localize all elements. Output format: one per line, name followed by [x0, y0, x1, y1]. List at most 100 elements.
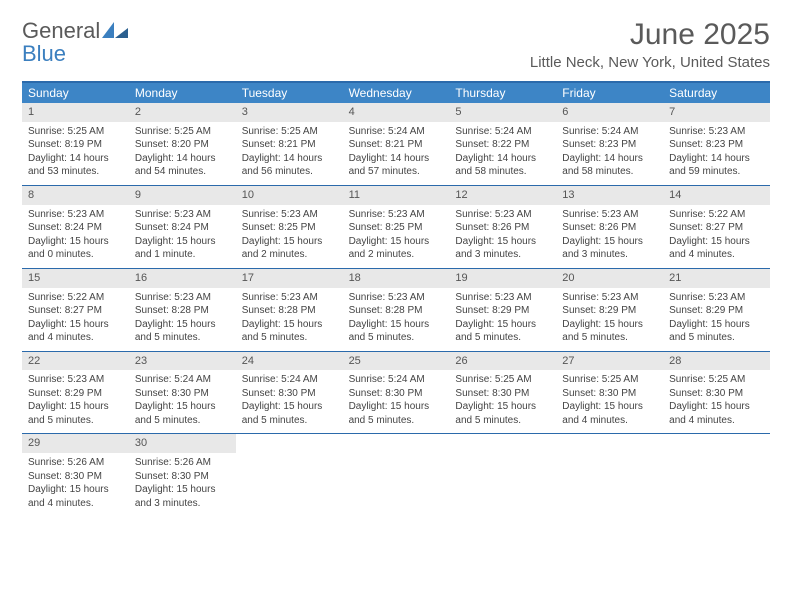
day-body: Sunrise: 5:22 AMSunset: 8:27 PMDaylight:… [663, 205, 770, 268]
daylight-line: Daylight: 15 hours and 2 minutes. [242, 235, 337, 262]
day-body: Sunrise: 5:23 AMSunset: 8:29 PMDaylight:… [22, 370, 129, 433]
location-subtitle: Little Neck, New York, United States [530, 54, 770, 71]
daylight-line: Daylight: 15 hours and 5 minutes. [28, 400, 123, 427]
sunrise-line: Sunrise: 5:25 AM [135, 125, 230, 139]
weekday-header: Monday [129, 83, 236, 103]
day-number: 2 [129, 103, 236, 122]
day-number: 9 [129, 186, 236, 205]
weekday-header: Wednesday [343, 83, 450, 103]
day-cell: 5Sunrise: 5:24 AMSunset: 8:22 PMDaylight… [449, 103, 556, 185]
sunrise-line: Sunrise: 5:23 AM [28, 373, 123, 387]
day-number: 1 [22, 103, 129, 122]
weekday-header: Sunday [22, 83, 129, 103]
day-cell: 29Sunrise: 5:26 AMSunset: 8:30 PMDayligh… [22, 434, 129, 516]
day-number: 11 [343, 186, 450, 205]
day-cell: 22Sunrise: 5:23 AMSunset: 8:29 PMDayligh… [22, 352, 129, 434]
sunrise-line: Sunrise: 5:24 AM [455, 125, 550, 139]
sunrise-line: Sunrise: 5:25 AM [562, 373, 657, 387]
day-number: 5 [449, 103, 556, 122]
day-body: Sunrise: 5:23 AMSunset: 8:26 PMDaylight:… [556, 205, 663, 268]
week-row: 15Sunrise: 5:22 AMSunset: 8:27 PMDayligh… [22, 269, 770, 352]
week-row: 22Sunrise: 5:23 AMSunset: 8:29 PMDayligh… [22, 352, 770, 435]
daylight-line: Daylight: 15 hours and 5 minutes. [562, 318, 657, 345]
day-body: Sunrise: 5:24 AMSunset: 8:22 PMDaylight:… [449, 122, 556, 185]
logo-word-bottom: Blue [22, 41, 66, 66]
sunset-line: Sunset: 8:21 PM [242, 138, 337, 152]
day-number: 29 [22, 434, 129, 453]
daylight-line: Daylight: 14 hours and 57 minutes. [349, 152, 444, 179]
day-cell: 13Sunrise: 5:23 AMSunset: 8:26 PMDayligh… [556, 186, 663, 268]
daylight-line: Daylight: 15 hours and 4 minutes. [669, 400, 764, 427]
sunset-line: Sunset: 8:23 PM [562, 138, 657, 152]
weekday-header: Thursday [449, 83, 556, 103]
sunset-line: Sunset: 8:26 PM [562, 221, 657, 235]
daylight-line: Daylight: 14 hours and 54 minutes. [135, 152, 230, 179]
sunrise-line: Sunrise: 5:25 AM [28, 125, 123, 139]
daylight-line: Daylight: 14 hours and 53 minutes. [28, 152, 123, 179]
sunset-line: Sunset: 8:30 PM [455, 387, 550, 401]
day-body: Sunrise: 5:24 AMSunset: 8:30 PMDaylight:… [129, 370, 236, 433]
daylight-line: Daylight: 15 hours and 4 minutes. [28, 318, 123, 345]
day-body: Sunrise: 5:23 AMSunset: 8:24 PMDaylight:… [22, 205, 129, 268]
day-cell: 30Sunrise: 5:26 AMSunset: 8:30 PMDayligh… [129, 434, 236, 516]
day-cell: 6Sunrise: 5:24 AMSunset: 8:23 PMDaylight… [556, 103, 663, 185]
day-cell: 2Sunrise: 5:25 AMSunset: 8:20 PMDaylight… [129, 103, 236, 185]
daylight-line: Daylight: 15 hours and 1 minute. [135, 235, 230, 262]
sunset-line: Sunset: 8:24 PM [135, 221, 230, 235]
day-cell: 27Sunrise: 5:25 AMSunset: 8:30 PMDayligh… [556, 352, 663, 434]
day-number: 26 [449, 352, 556, 371]
daylight-line: Daylight: 15 hours and 4 minutes. [562, 400, 657, 427]
day-number: 22 [22, 352, 129, 371]
calendar-grid: SundayMondayTuesdayWednesdayThursdayFrid… [22, 81, 770, 516]
sunrise-line: Sunrise: 5:22 AM [669, 208, 764, 222]
sunrise-line: Sunrise: 5:23 AM [349, 291, 444, 305]
sunset-line: Sunset: 8:28 PM [349, 304, 444, 318]
sunrise-line: Sunrise: 5:25 AM [455, 373, 550, 387]
day-cell: 8Sunrise: 5:23 AMSunset: 8:24 PMDaylight… [22, 186, 129, 268]
sunset-line: Sunset: 8:28 PM [242, 304, 337, 318]
day-body: Sunrise: 5:26 AMSunset: 8:30 PMDaylight:… [129, 453, 236, 516]
daylight-line: Daylight: 15 hours and 2 minutes. [349, 235, 444, 262]
day-cell: 26Sunrise: 5:25 AMSunset: 8:30 PMDayligh… [449, 352, 556, 434]
daylight-line: Daylight: 15 hours and 3 minutes. [135, 483, 230, 510]
sunset-line: Sunset: 8:30 PM [135, 387, 230, 401]
weekday-header: Tuesday [236, 83, 343, 103]
daylight-line: Daylight: 15 hours and 5 minutes. [455, 318, 550, 345]
sunrise-line: Sunrise: 5:24 AM [135, 373, 230, 387]
daylight-line: Daylight: 15 hours and 5 minutes. [242, 400, 337, 427]
day-body: Sunrise: 5:24 AMSunset: 8:30 PMDaylight:… [236, 370, 343, 433]
daylight-line: Daylight: 14 hours and 58 minutes. [562, 152, 657, 179]
day-number: 3 [236, 103, 343, 122]
daylight-line: Daylight: 15 hours and 5 minutes. [349, 400, 444, 427]
day-number: 21 [663, 269, 770, 288]
day-cell: 25Sunrise: 5:24 AMSunset: 8:30 PMDayligh… [343, 352, 450, 434]
day-cell: 28Sunrise: 5:25 AMSunset: 8:30 PMDayligh… [663, 352, 770, 434]
sunrise-line: Sunrise: 5:23 AM [135, 291, 230, 305]
sunset-line: Sunset: 8:29 PM [455, 304, 550, 318]
day-number: 17 [236, 269, 343, 288]
sunset-line: Sunset: 8:30 PM [349, 387, 444, 401]
sunset-line: Sunset: 8:29 PM [562, 304, 657, 318]
day-body: Sunrise: 5:24 AMSunset: 8:23 PMDaylight:… [556, 122, 663, 185]
sunrise-line: Sunrise: 5:23 AM [562, 291, 657, 305]
day-body: Sunrise: 5:25 AMSunset: 8:21 PMDaylight:… [236, 122, 343, 185]
day-cell: 10Sunrise: 5:23 AMSunset: 8:25 PMDayligh… [236, 186, 343, 268]
day-body: Sunrise: 5:23 AMSunset: 8:28 PMDaylight:… [129, 288, 236, 351]
day-cell: .. [236, 434, 343, 516]
daylight-line: Daylight: 14 hours and 59 minutes. [669, 152, 764, 179]
day-number: 6 [556, 103, 663, 122]
day-number: 30 [129, 434, 236, 453]
sunrise-line: Sunrise: 5:26 AM [135, 456, 230, 470]
day-body: Sunrise: 5:25 AMSunset: 8:19 PMDaylight:… [22, 122, 129, 185]
header: General Blue June 2025 Little Neck, New … [22, 18, 770, 71]
sunset-line: Sunset: 8:27 PM [28, 304, 123, 318]
sunset-line: Sunset: 8:21 PM [349, 138, 444, 152]
sunrise-line: Sunrise: 5:24 AM [349, 125, 444, 139]
sunrise-line: Sunrise: 5:25 AM [242, 125, 337, 139]
day-body: Sunrise: 5:23 AMSunset: 8:28 PMDaylight:… [343, 288, 450, 351]
daylight-line: Daylight: 15 hours and 0 minutes. [28, 235, 123, 262]
day-cell: 16Sunrise: 5:23 AMSunset: 8:28 PMDayligh… [129, 269, 236, 351]
day-body: Sunrise: 5:23 AMSunset: 8:25 PMDaylight:… [236, 205, 343, 268]
day-cell: 15Sunrise: 5:22 AMSunset: 8:27 PMDayligh… [22, 269, 129, 351]
weekday-header: Saturday [663, 83, 770, 103]
